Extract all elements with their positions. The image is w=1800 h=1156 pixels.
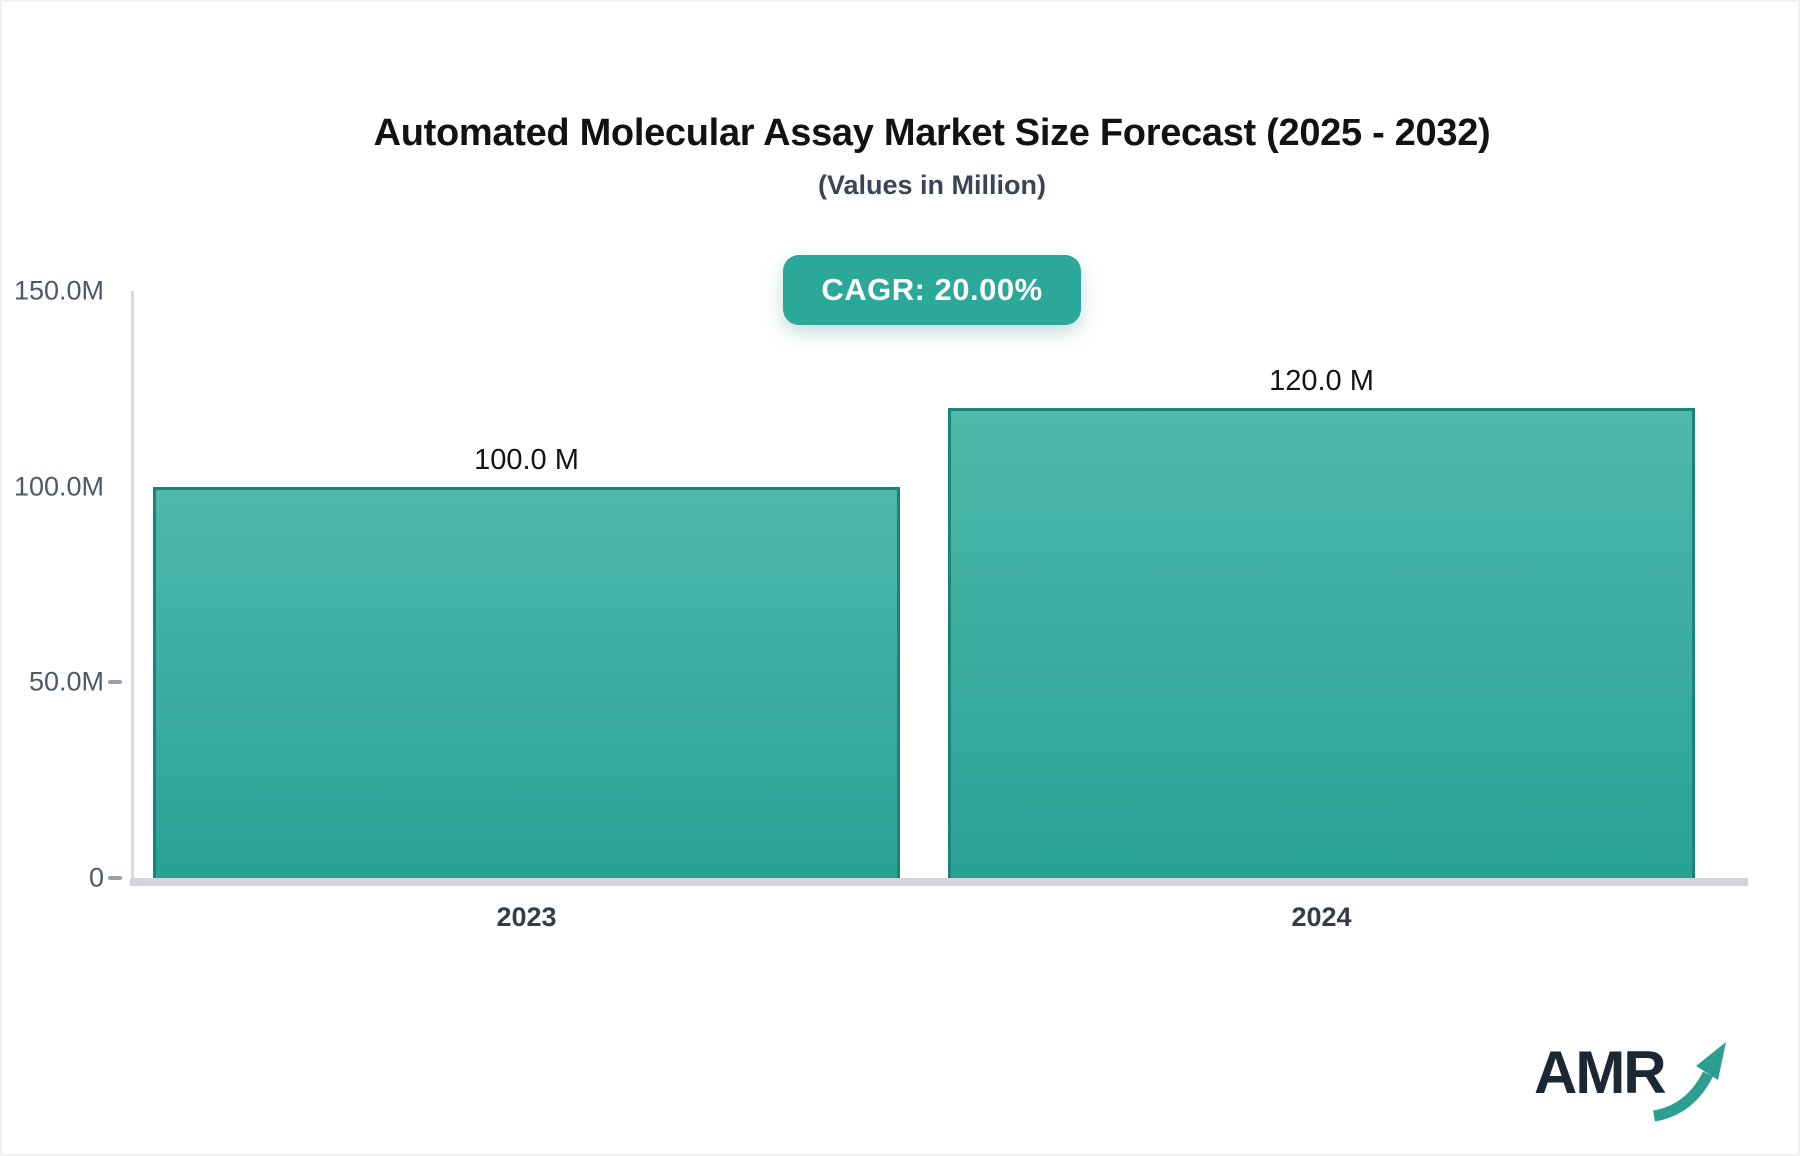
chart-title: Automated Molecular Assay Market Size Fo… [373,112,1491,154]
bar-value-label: 120.0 M [1269,365,1374,397]
x-axis-label: 2023 [496,902,557,932]
cagr-badge-row: CAGR: 20.00% [62,255,1798,325]
y-tick-label: 50.0M [28,666,104,697]
x-axis-baseline [130,878,1748,886]
chart-subtitle: (Values in Million) [817,170,1047,200]
amr-logo: AMR [1534,1030,1726,1130]
bar-2024 [948,408,1695,878]
amr-logo-text: AMR [1534,1039,1667,1106]
y-tick-label: 100.0M [13,471,104,502]
bar-value-label: 100.0 M [474,444,579,476]
y-tick-label: 0 [88,862,104,893]
bar-2023 [153,487,900,878]
x-axis-label: 2024 [1291,902,1352,932]
y-tick-label: 150.0M [13,275,104,306]
growth-arrow-icon [1652,1042,1726,1122]
y-tick-mark [108,680,122,685]
cagr-badge: CAGR: 20.00% [783,255,1081,325]
y-axis-line [131,291,134,880]
y-tick-mark [108,876,122,880]
